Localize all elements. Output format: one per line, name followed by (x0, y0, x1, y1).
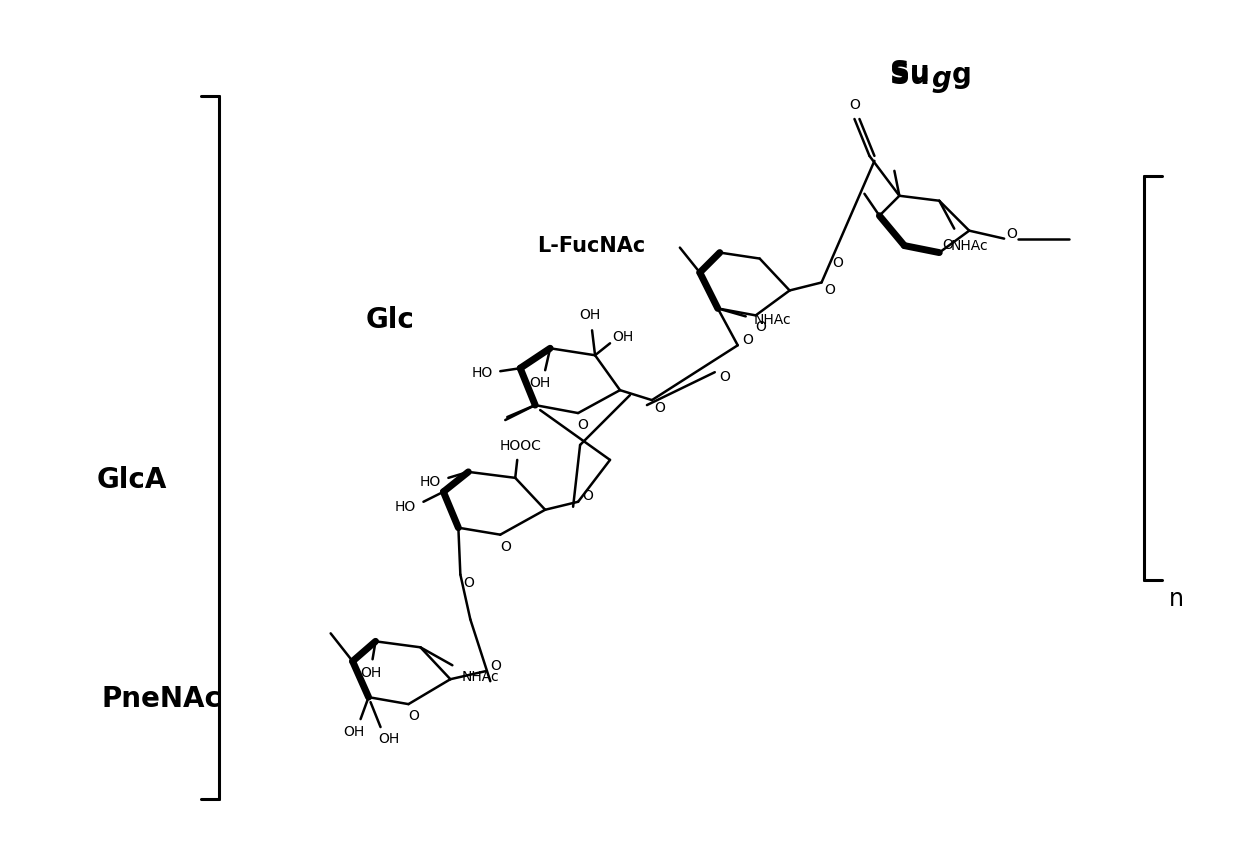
Text: O: O (825, 284, 835, 297)
Text: g: g (931, 65, 951, 93)
Text: O: O (832, 256, 843, 270)
Text: O: O (755, 320, 766, 335)
Text: O: O (490, 659, 501, 674)
Text: O: O (583, 489, 594, 503)
Text: Su: Su (889, 62, 929, 90)
Text: OH: OH (378, 732, 399, 746)
Text: OH: OH (613, 330, 634, 344)
Text: OH: OH (343, 725, 365, 739)
Text: HOOC: HOOC (500, 439, 541, 453)
Text: L-FucNAc: L-FucNAc (537, 236, 645, 256)
Text: NHAc: NHAc (461, 670, 500, 684)
Text: g: g (951, 62, 971, 89)
Text: PneNAc: PneNAc (102, 685, 221, 714)
Text: HO: HO (420, 475, 441, 489)
Text: O: O (743, 333, 753, 348)
Text: Su: Su (889, 59, 929, 88)
Text: O: O (1007, 226, 1018, 241)
Text: n: n (1169, 588, 1184, 611)
Text: NHAc: NHAc (754, 313, 791, 328)
Text: Glc: Glc (366, 306, 415, 335)
Text: OH: OH (579, 309, 600, 323)
Text: O: O (719, 370, 730, 384)
Text: NHAc: NHAc (950, 238, 988, 252)
Text: OH: OH (360, 666, 381, 681)
Text: O: O (463, 576, 474, 590)
Text: O: O (655, 401, 666, 415)
Text: GlcA: GlcA (97, 466, 166, 494)
Text: O: O (578, 418, 589, 432)
Text: O: O (408, 709, 419, 723)
Text: O: O (500, 539, 511, 554)
Text: OH: OH (529, 376, 551, 390)
Text: O: O (942, 238, 952, 251)
Text: HO: HO (471, 366, 494, 381)
Text: HO: HO (394, 499, 417, 514)
Text: O: O (849, 98, 859, 112)
